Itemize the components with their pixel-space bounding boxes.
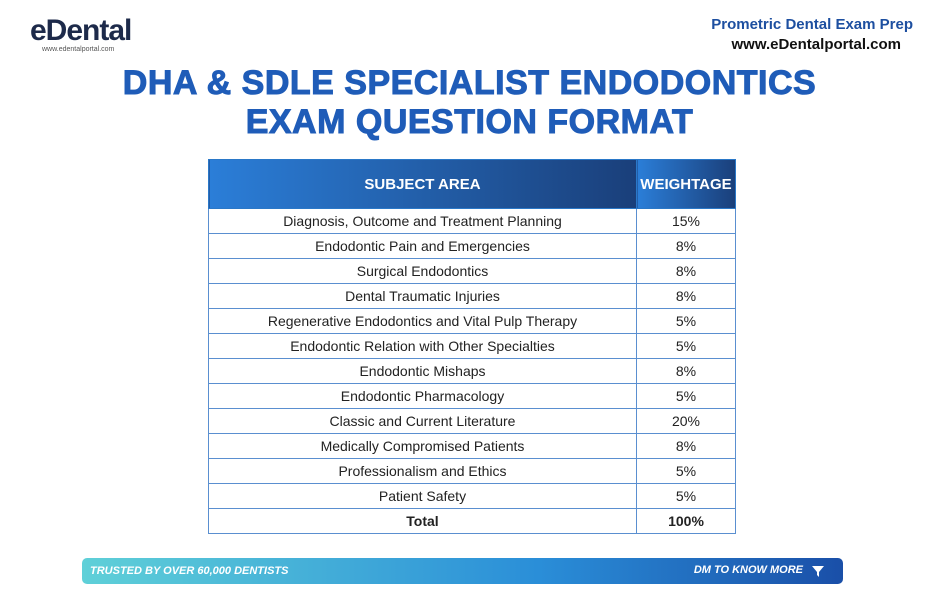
weight-cell: 5% — [636, 458, 736, 484]
weight-cell: 8% — [636, 433, 736, 459]
table-row: Patient Safety 5% — [208, 483, 736, 509]
title-line: EXAM QUESTION FORMAT — [245, 103, 694, 142]
subject-cell: Medically Compromised Patients — [208, 433, 637, 459]
weight-cell: 5% — [636, 383, 736, 409]
table-row: Endodontic Mishaps 8% — [208, 358, 736, 384]
table-row: Endodontic Pain and Emergencies 8% — [208, 233, 736, 259]
table-row: Professionalism and Ethics 5% — [208, 458, 736, 484]
table-row: Total 100% — [208, 508, 736, 534]
tagline: Prometric Dental Exam Prep — [711, 16, 913, 33]
title-line: DHA & SDLE SPECIALIST ENDODONTICS — [122, 64, 817, 103]
table-row: Classic and Current Literature 20% — [208, 408, 736, 434]
weight-cell: 5% — [636, 483, 736, 509]
weight-cell: 8% — [636, 258, 736, 284]
weight-cell: 8% — [636, 283, 736, 309]
table-row: Endodontic Relation with Other Specialti… — [208, 333, 736, 359]
weight-cell: 8% — [636, 233, 736, 259]
subject-cell: Dental Traumatic Injuries — [208, 283, 637, 309]
subject-cell: Endodontic Relation with Other Specialti… — [208, 333, 637, 359]
weight-cell: 20% — [636, 408, 736, 434]
weight-table: SUBJECT AREA WEIGHTAGE Diagnosis, Outcom… — [208, 159, 736, 534]
subject-cell: Total — [208, 508, 637, 534]
subject-cell: Regenerative Endodontics and Vital Pulp … — [208, 308, 637, 334]
subject-cell: Surgical Endodontics — [208, 258, 637, 284]
filter-icon — [812, 566, 824, 577]
subject-cell: Endodontic Pharmacology — [208, 383, 637, 409]
column-header: SUBJECT AREA — [208, 159, 637, 209]
table-body: Diagnosis, Outcome and Treatment Plannin… — [208, 208, 736, 534]
weight-cell: 100% — [636, 508, 736, 534]
website: www.eDentalportal.com — [731, 36, 901, 53]
subject-cell: Diagnosis, Outcome and Treatment Plannin… — [208, 208, 637, 234]
logo-url: www.edentalportal.com — [42, 46, 115, 53]
header-row: SUBJECT AREA WEIGHTAGE — [208, 159, 736, 209]
table-row: Dental Traumatic Injuries 8% — [208, 283, 736, 309]
weight-cell: 15% — [636, 208, 736, 234]
footer-cta[interactable]: DM TO KNOW MORE — [693, 564, 803, 576]
footer-text: TRUSTED BY OVER 60,000 DENTISTS — [90, 565, 289, 577]
table-row: Diagnosis, Outcome and Treatment Plannin… — [208, 208, 736, 234]
subject-cell: Classic and Current Literature — [208, 408, 637, 434]
subject-cell: Endodontic Mishaps — [208, 358, 637, 384]
subject-cell: Professionalism and Ethics — [208, 458, 637, 484]
logo: eDental — [30, 14, 132, 47]
table-row: Endodontic Pharmacology 5% — [208, 383, 736, 409]
weight-cell: 5% — [636, 333, 736, 359]
column-header: WEIGHTAGE — [636, 159, 736, 209]
table-row: Regenerative Endodontics and Vital Pulp … — [208, 308, 736, 334]
subject-cell: Endodontic Pain and Emergencies — [208, 233, 637, 259]
weight-cell: 8% — [636, 358, 736, 384]
weight-cell: 5% — [636, 308, 736, 334]
table-row: Medically Compromised Patients 8% — [208, 433, 736, 459]
subject-cell: Patient Safety — [208, 483, 637, 509]
footer-banner: TRUSTED BY OVER 60,000 DENTISTS DM TO KN… — [82, 558, 843, 584]
table-row: Surgical Endodontics 8% — [208, 258, 736, 284]
